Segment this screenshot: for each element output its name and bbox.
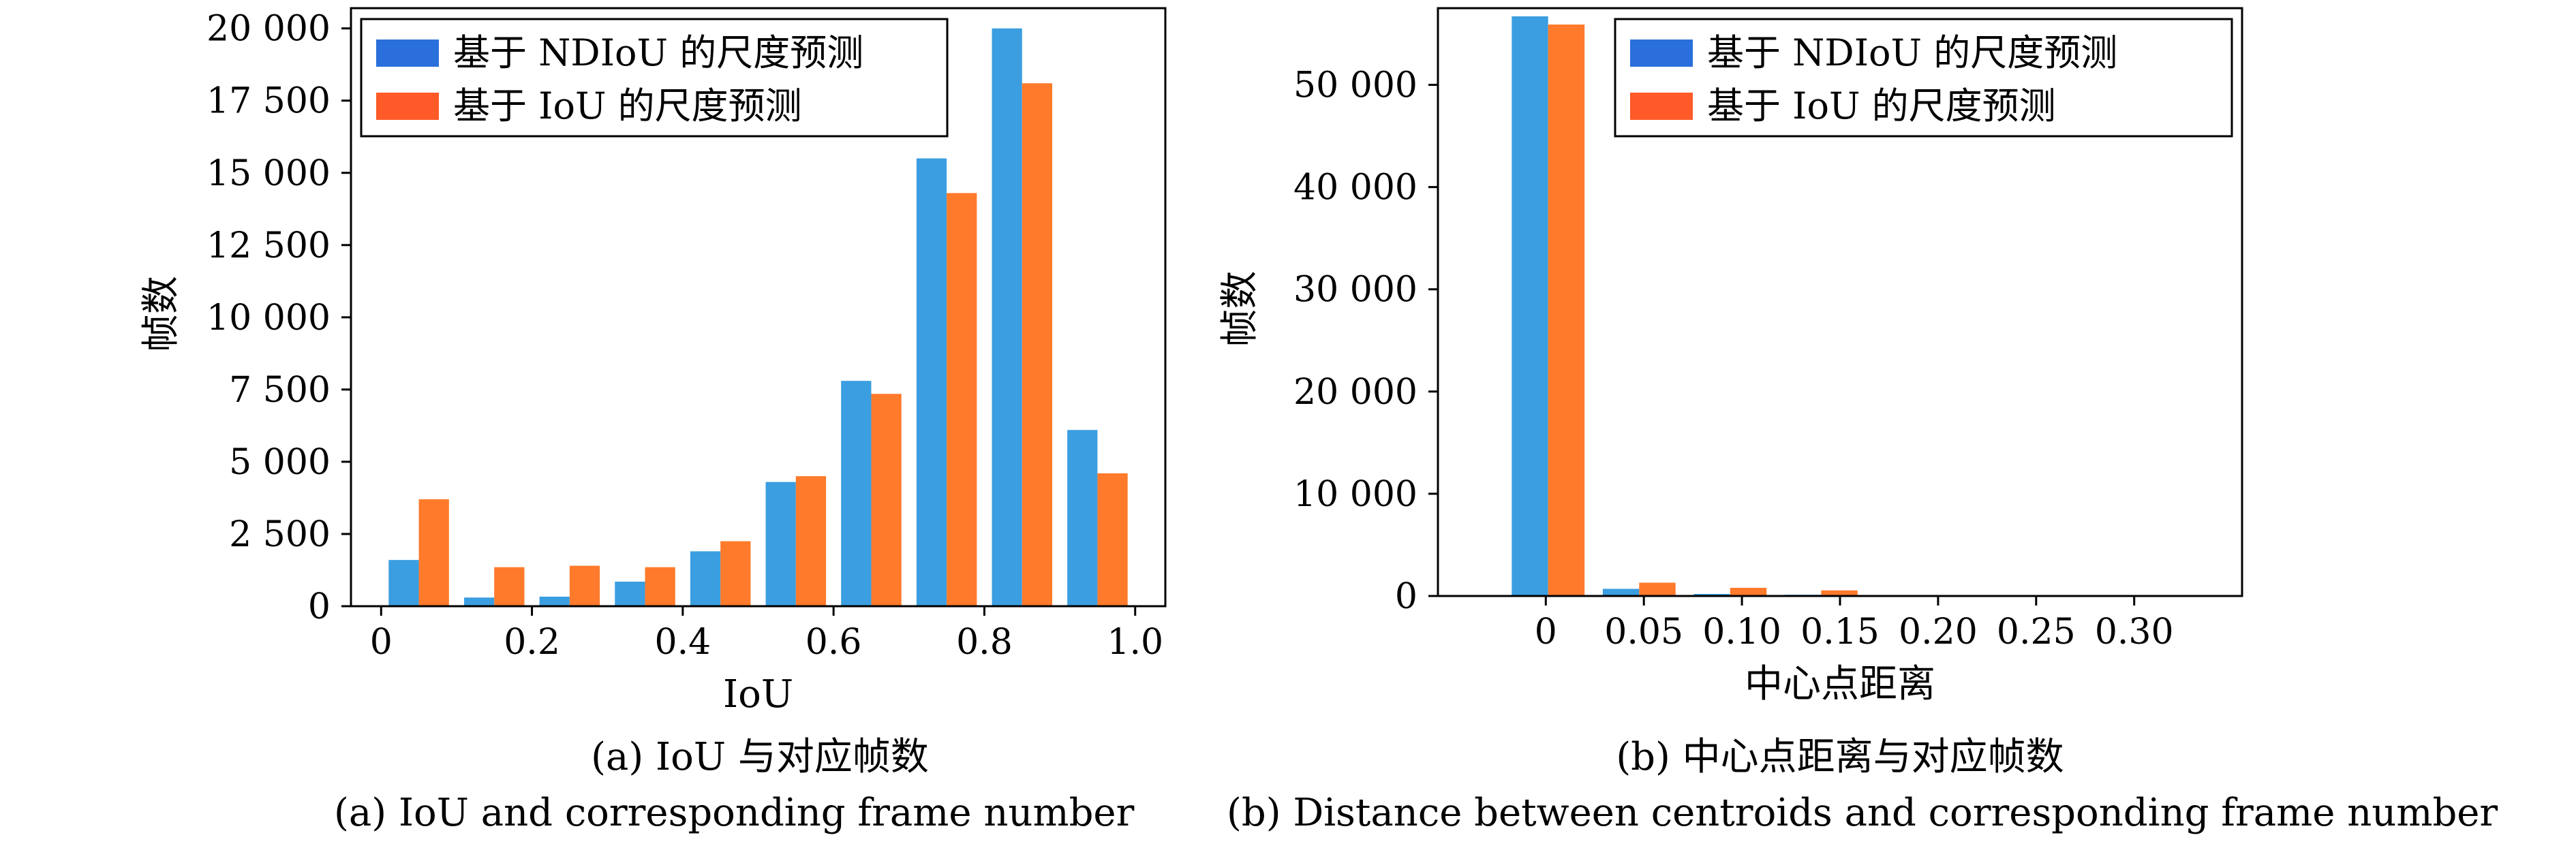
y-tick-label: 20 000 [1293, 372, 1417, 413]
bar-iou-2 [1730, 587, 1767, 596]
x-tick-label: 0.20 [1899, 612, 1978, 653]
x-tick-label: 0.2 [504, 622, 560, 663]
x-tick-label: 0.6 [806, 622, 862, 663]
x-tick-label: 0 [1535, 612, 1557, 653]
x-tick-label: 0 [370, 622, 393, 663]
y-tick-label: 17 500 [206, 81, 331, 122]
y-tick-label: 30 000 [1293, 270, 1417, 311]
bar-ndiou-9 [1067, 430, 1098, 606]
bar-iou-1 [494, 567, 525, 606]
y-tick-label: 20 000 [206, 9, 331, 50]
plot-frame [350, 7, 1167, 608]
legend-label-iou: 基于 IoU 的尺度预测 [1707, 84, 2056, 127]
bar-ndiou-6 [841, 381, 872, 606]
x-axis-label: IoU [723, 672, 793, 717]
y-tick-label: 0 [308, 586, 331, 627]
caption-cn: (a) IoU 与对应帧数 [591, 735, 929, 779]
x-tick-label: 0.15 [1800, 612, 1880, 653]
legend-label-ndiou: 基于 NDIoU 的尺度预测 [1707, 31, 2117, 74]
legend-swatch-iou [376, 93, 439, 120]
bar-ndiou-0 [1512, 16, 1548, 596]
x-tick-label: 0.10 [1702, 612, 1781, 653]
y-tick-label: 50 000 [1293, 65, 1417, 106]
bar-iou-0 [1548, 25, 1585, 596]
bar-iou-3 [645, 567, 675, 606]
y-tick-label: 0 [1395, 576, 1417, 617]
bar-iou-2 [569, 565, 600, 606]
caption-cn: (b) 中心点距离与对应帧数 [1616, 735, 2064, 779]
x-tick-label: 0.4 [655, 622, 711, 663]
y-tick-label: 10 000 [1293, 474, 1417, 515]
bar-iou-7 [947, 193, 977, 607]
y-axis-label: 帧数 [139, 276, 183, 352]
x-tick-label: 1.0 [1107, 622, 1163, 663]
bar-iou-9 [1097, 473, 1128, 606]
y-tick-label: 7 500 [229, 370, 331, 411]
legend-swatch-ndiou [1630, 40, 1693, 67]
legend-box [360, 18, 949, 138]
y-tick-label: 2 500 [229, 514, 331, 555]
bar-iou-0 [418, 499, 449, 606]
x-tick-label: 0.05 [1604, 612, 1683, 653]
bar-ndiou-4 [690, 551, 721, 606]
caption-en-b: (b) Distance between centroids and corre… [1227, 791, 2498, 835]
x-axis-label: 中心点距离 [1745, 662, 1935, 706]
bar-iou-3 [1821, 590, 1858, 596]
bar-ndiou-3 [615, 581, 645, 606]
legend-box [1614, 18, 2233, 138]
y-axis-label: 帧数 [1218, 271, 1262, 347]
bar-ndiou-1 [463, 597, 495, 606]
y-tick-label: 10 000 [206, 298, 331, 339]
legend-label-ndiou: 基于 NDIoU 的尺度预测 [453, 31, 863, 74]
bar-ndiou-2 [539, 597, 570, 606]
bar-iou-8 [1022, 83, 1053, 606]
bar-iou-4 [720, 541, 751, 606]
chart-panel-a: 0 0.2 0.4 0.6 0.8 1.0 0 2 500 5 000 7 500 10 000 12… [139, 7, 1167, 779]
legend-swatch-iou [1630, 93, 1693, 120]
bar-iou-1 [1639, 582, 1676, 596]
caption-en-a: (a) IoU and corresponding frame number [334, 791, 1135, 835]
legend-label-iou: 基于 IoU 的尺度预测 [453, 84, 802, 127]
x-tick-label: 0.30 [2095, 612, 2174, 653]
y-tick-label: 15 000 [206, 153, 331, 194]
bar-iou-6 [871, 394, 902, 606]
x-tick-label: 0.8 [956, 622, 1013, 663]
bar-ndiou-5 [765, 482, 796, 606]
y-tick-label: 5 000 [229, 442, 331, 483]
legend-swatch-ndiou [376, 40, 439, 67]
bar-ndiou-8 [992, 28, 1022, 606]
bar-ndiou-1 [1602, 588, 1640, 596]
bar-iou-5 [795, 476, 827, 606]
bar-ndiou-0 [388, 560, 419, 606]
y-tick-label: 12 500 [206, 225, 331, 266]
bar-ndiou-7 [916, 158, 947, 606]
chart-panel-b: 0 0.05 0.10 0.15 0.20 0.25 0.30 0 10 000 20 000 30… [1218, 7, 2243, 779]
x-tick-label: 0.25 [1997, 612, 2076, 653]
y-tick-label: 40 000 [1293, 168, 1417, 208]
